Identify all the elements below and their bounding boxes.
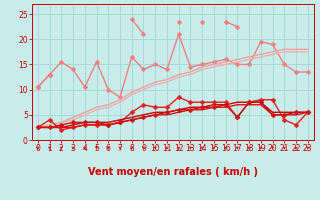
X-axis label: Vent moyen/en rafales ( km/h ): Vent moyen/en rafales ( km/h )	[88, 167, 258, 177]
